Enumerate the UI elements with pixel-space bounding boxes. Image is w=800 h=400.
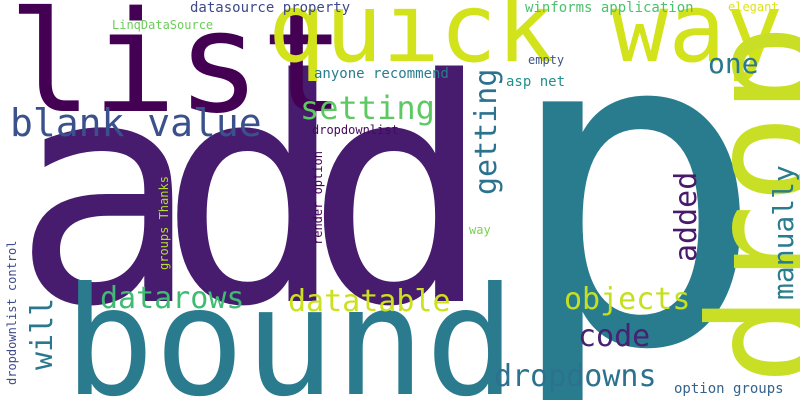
word-render-option: render option (311, 151, 325, 245)
word-list: list (8, 0, 346, 145)
word-manually: manually (767, 165, 800, 300)
word-p: p (502, 0, 767, 400)
word-way: way (469, 223, 491, 237)
word-setting: setting (300, 89, 435, 127)
word-option-groups: option groups (674, 381, 784, 397)
word-dropdownlist: dropdownlist (312, 123, 399, 137)
word-bound: bound (64, 256, 516, 400)
word-blank-value: blank value (10, 101, 262, 145)
word-quick-way: quick way (268, 0, 783, 84)
word-dropdowns: dropdowns (494, 359, 657, 394)
word-code: code (578, 319, 651, 354)
word-datarows: datarows (100, 281, 245, 316)
word-add: add (12, 14, 492, 375)
word-datasource-property: datasource property (190, 0, 351, 16)
word-empty: empty (528, 53, 565, 67)
word-asp-net: asp net (506, 74, 566, 90)
word-getting: getting (469, 68, 504, 195)
word-objects: objects (564, 282, 691, 317)
word-winforms-application: winforms application (525, 0, 694, 16)
word-linqdatasource: LinqDataSource (112, 18, 214, 32)
word-elegant: elegant (728, 0, 779, 14)
word-anyone-recommend: anyone recommend (314, 66, 449, 82)
word-dropdownlist-control: dropdownlist control (5, 240, 19, 386)
word-groups-thanks: groups Thanks (157, 176, 171, 270)
word-added: added (669, 171, 704, 262)
word-one: one (708, 47, 759, 80)
word-will: will (25, 297, 60, 370)
word-datatable: datatable (288, 284, 451, 319)
